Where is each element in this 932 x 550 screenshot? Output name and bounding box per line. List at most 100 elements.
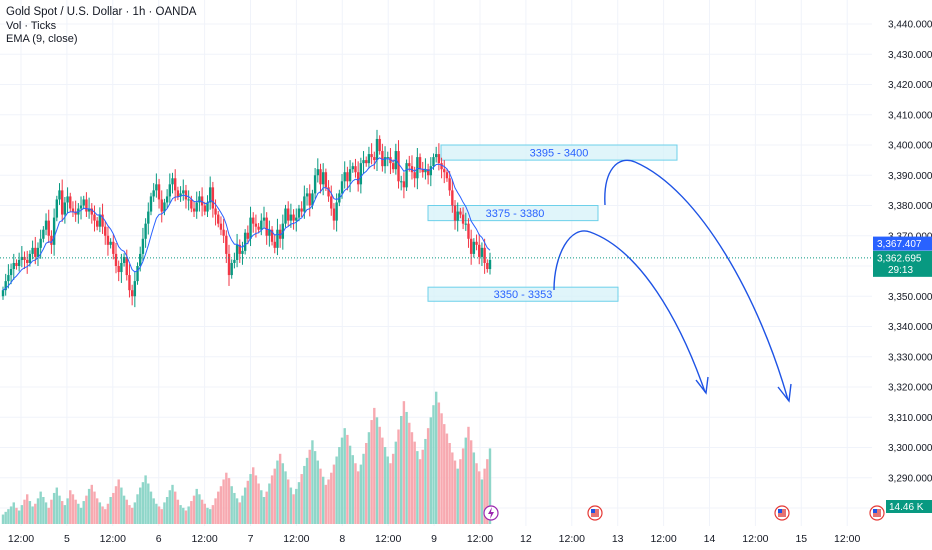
- candle-body: [408, 163, 411, 167]
- candle-body: [480, 247, 484, 257]
- volume-bar: [453, 460, 457, 524]
- candle-body: [39, 238, 42, 248]
- volume-bar: [268, 483, 271, 524]
- candle-body: [437, 154, 441, 164]
- volume-bar: [198, 494, 201, 524]
- volume-bar: [87, 488, 91, 524]
- volume-bar: [378, 426, 381, 524]
- volume-bar: [168, 490, 172, 524]
- candle-body: [402, 181, 406, 188]
- volume-bar: [9, 506, 13, 524]
- volume-indicator-label[interactable]: Vol · Ticks: [6, 19, 57, 32]
- candle-body: [87, 208, 91, 212]
- volume-bar: [416, 451, 419, 524]
- volume-bar: [125, 499, 128, 524]
- ema-line: [2, 157, 491, 291]
- candle-body: [284, 208, 287, 224]
- candle-body: [206, 202, 209, 212]
- time-tick-label: 12:00: [8, 533, 34, 545]
- volume-value: 14.46 K: [889, 502, 924, 513]
- candle-body: [120, 262, 123, 273]
- candle-body: [155, 184, 158, 191]
- volume-bar: [133, 502, 137, 524]
- volume-bar: [440, 413, 443, 524]
- candle-body: [373, 157, 376, 161]
- price-zone: [427, 205, 599, 222]
- symbol-title[interactable]: Gold Spot / U.S. Dollar · 1h · OANDA: [6, 6, 197, 18]
- candle-body: [262, 217, 266, 221]
- volume-bar: [400, 416, 403, 524]
- candle-body: [176, 190, 180, 197]
- candle-body: [459, 211, 462, 215]
- price-tick-label: 3,400.000: [888, 141, 932, 152]
- candle-body: [15, 262, 18, 266]
- zone-label: 3395 - 3400: [530, 148, 589, 160]
- volume-bar: [144, 475, 147, 524]
- candle-body: [60, 190, 64, 215]
- ema-indicator-label[interactable]: EMA (9, close): [6, 33, 78, 45]
- time-tick-label: 12:00: [375, 533, 401, 545]
- event-markers: [483, 505, 885, 521]
- candle-body: [179, 193, 182, 197]
- candle-body: [28, 253, 32, 263]
- price-tick-label: 3,310.000: [888, 413, 932, 424]
- candle-body: [149, 196, 153, 212]
- time-tick-label: 8: [339, 533, 345, 545]
- volume-bar: [77, 503, 80, 524]
- volume-bar: [254, 475, 258, 524]
- candle-body: [98, 214, 102, 227]
- candle-body: [208, 187, 212, 203]
- ema-price-value: 3,367.407: [877, 239, 922, 250]
- candle-body: [332, 208, 336, 221]
- candle-body: [330, 196, 333, 209]
- volume-bar: [316, 460, 320, 524]
- candle-body: [378, 138, 381, 152]
- candle-body: [168, 184, 172, 197]
- volume-bar: [211, 505, 215, 524]
- candle-body: [367, 154, 371, 164]
- volume-bar: [365, 443, 368, 524]
- candle-body: [36, 247, 40, 257]
- candle-body: [173, 178, 177, 191]
- ema-polyline: [2, 157, 491, 291]
- price-tick-label: 3,380.000: [888, 201, 932, 212]
- candle-body: [235, 244, 239, 260]
- volume-bar: [434, 391, 438, 524]
- volume-bar: [42, 497, 45, 524]
- volume-bar: [335, 456, 338, 524]
- candle-body: [203, 205, 206, 212]
- volume-bar: [270, 475, 274, 524]
- volume-bar: [26, 494, 29, 524]
- candle-body: [4, 281, 7, 291]
- candle-body: [214, 208, 217, 215]
- volume-bar: [203, 503, 206, 524]
- volume-bar: [93, 491, 96, 524]
- volume-bar: [206, 507, 209, 524]
- volume-bar: [383, 447, 387, 524]
- candle-body: [257, 226, 260, 230]
- volume-bar: [480, 479, 484, 524]
- candle-body: [227, 253, 231, 276]
- candle-body: [241, 250, 244, 254]
- volume-bar: [128, 505, 131, 524]
- volume-bar: [246, 480, 250, 524]
- volume-bar: [235, 498, 239, 524]
- time-axis[interactable]: 12:00 5 12:00 6 12:00 7 12:00 8 12:00 9 12:00 12 12:…: [8, 533, 861, 545]
- volume-bar: [15, 507, 18, 524]
- candle-body: [85, 199, 88, 212]
- volume-bar: [389, 463, 392, 524]
- candle-body: [238, 244, 241, 254]
- volume-bar: [152, 498, 155, 524]
- candle-body: [117, 266, 120, 273]
- volume-bar: [23, 499, 26, 524]
- volume-bar: [262, 497, 266, 524]
- volume-bar: [160, 509, 163, 524]
- candle-body: [225, 235, 228, 254]
- zone-label: 3375 - 3380: [486, 208, 545, 220]
- volume-bar: [265, 491, 268, 524]
- volume-bar: [488, 448, 492, 524]
- candle-body: [141, 238, 145, 254]
- volume-bar: [1, 514, 5, 524]
